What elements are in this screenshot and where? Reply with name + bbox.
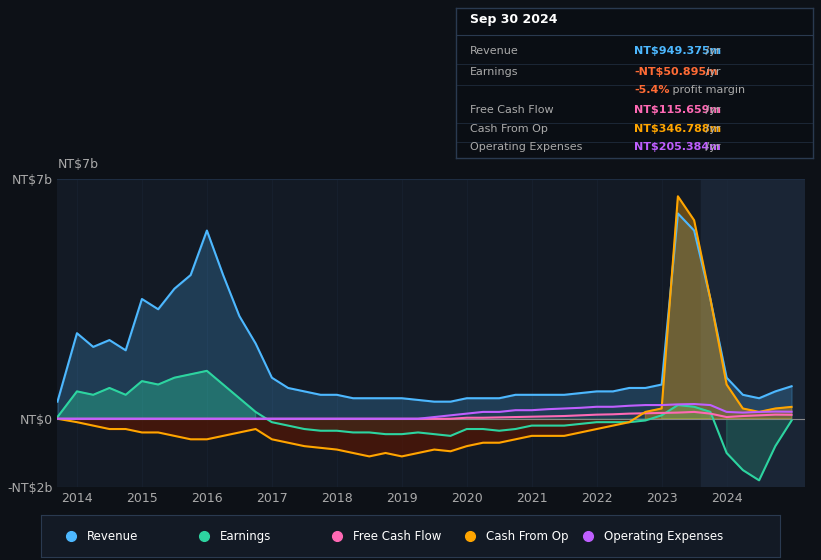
- Text: /yr: /yr: [702, 46, 720, 57]
- Text: Earnings: Earnings: [220, 530, 271, 543]
- Text: Revenue: Revenue: [470, 46, 519, 57]
- Text: NT$346.788m: NT$346.788m: [635, 124, 722, 134]
- Text: Free Cash Flow: Free Cash Flow: [470, 105, 553, 115]
- Text: NT$7b: NT$7b: [57, 158, 99, 171]
- Text: NT$205.384m: NT$205.384m: [635, 142, 721, 152]
- Text: /yr: /yr: [702, 124, 720, 134]
- Text: Sep 30 2024: Sep 30 2024: [470, 13, 557, 26]
- Text: profit margin: profit margin: [669, 85, 745, 95]
- Text: Cash From Op: Cash From Op: [486, 530, 568, 543]
- Bar: [700, 179, 805, 487]
- Text: /yr: /yr: [702, 105, 720, 115]
- Text: /yr: /yr: [702, 142, 720, 152]
- Text: Earnings: Earnings: [470, 67, 518, 77]
- Text: NT$115.659m: NT$115.659m: [635, 105, 721, 115]
- Text: -5.4%: -5.4%: [635, 85, 670, 95]
- Text: Free Cash Flow: Free Cash Flow: [353, 530, 441, 543]
- Text: -NT$50.895m: -NT$50.895m: [635, 67, 718, 77]
- Text: Operating Expenses: Operating Expenses: [470, 142, 582, 152]
- Text: Revenue: Revenue: [87, 530, 138, 543]
- Text: /yr: /yr: [702, 67, 720, 77]
- Text: Operating Expenses: Operating Expenses: [604, 530, 723, 543]
- Text: NT$949.375m: NT$949.375m: [635, 46, 722, 57]
- Text: Cash From Op: Cash From Op: [470, 124, 548, 134]
